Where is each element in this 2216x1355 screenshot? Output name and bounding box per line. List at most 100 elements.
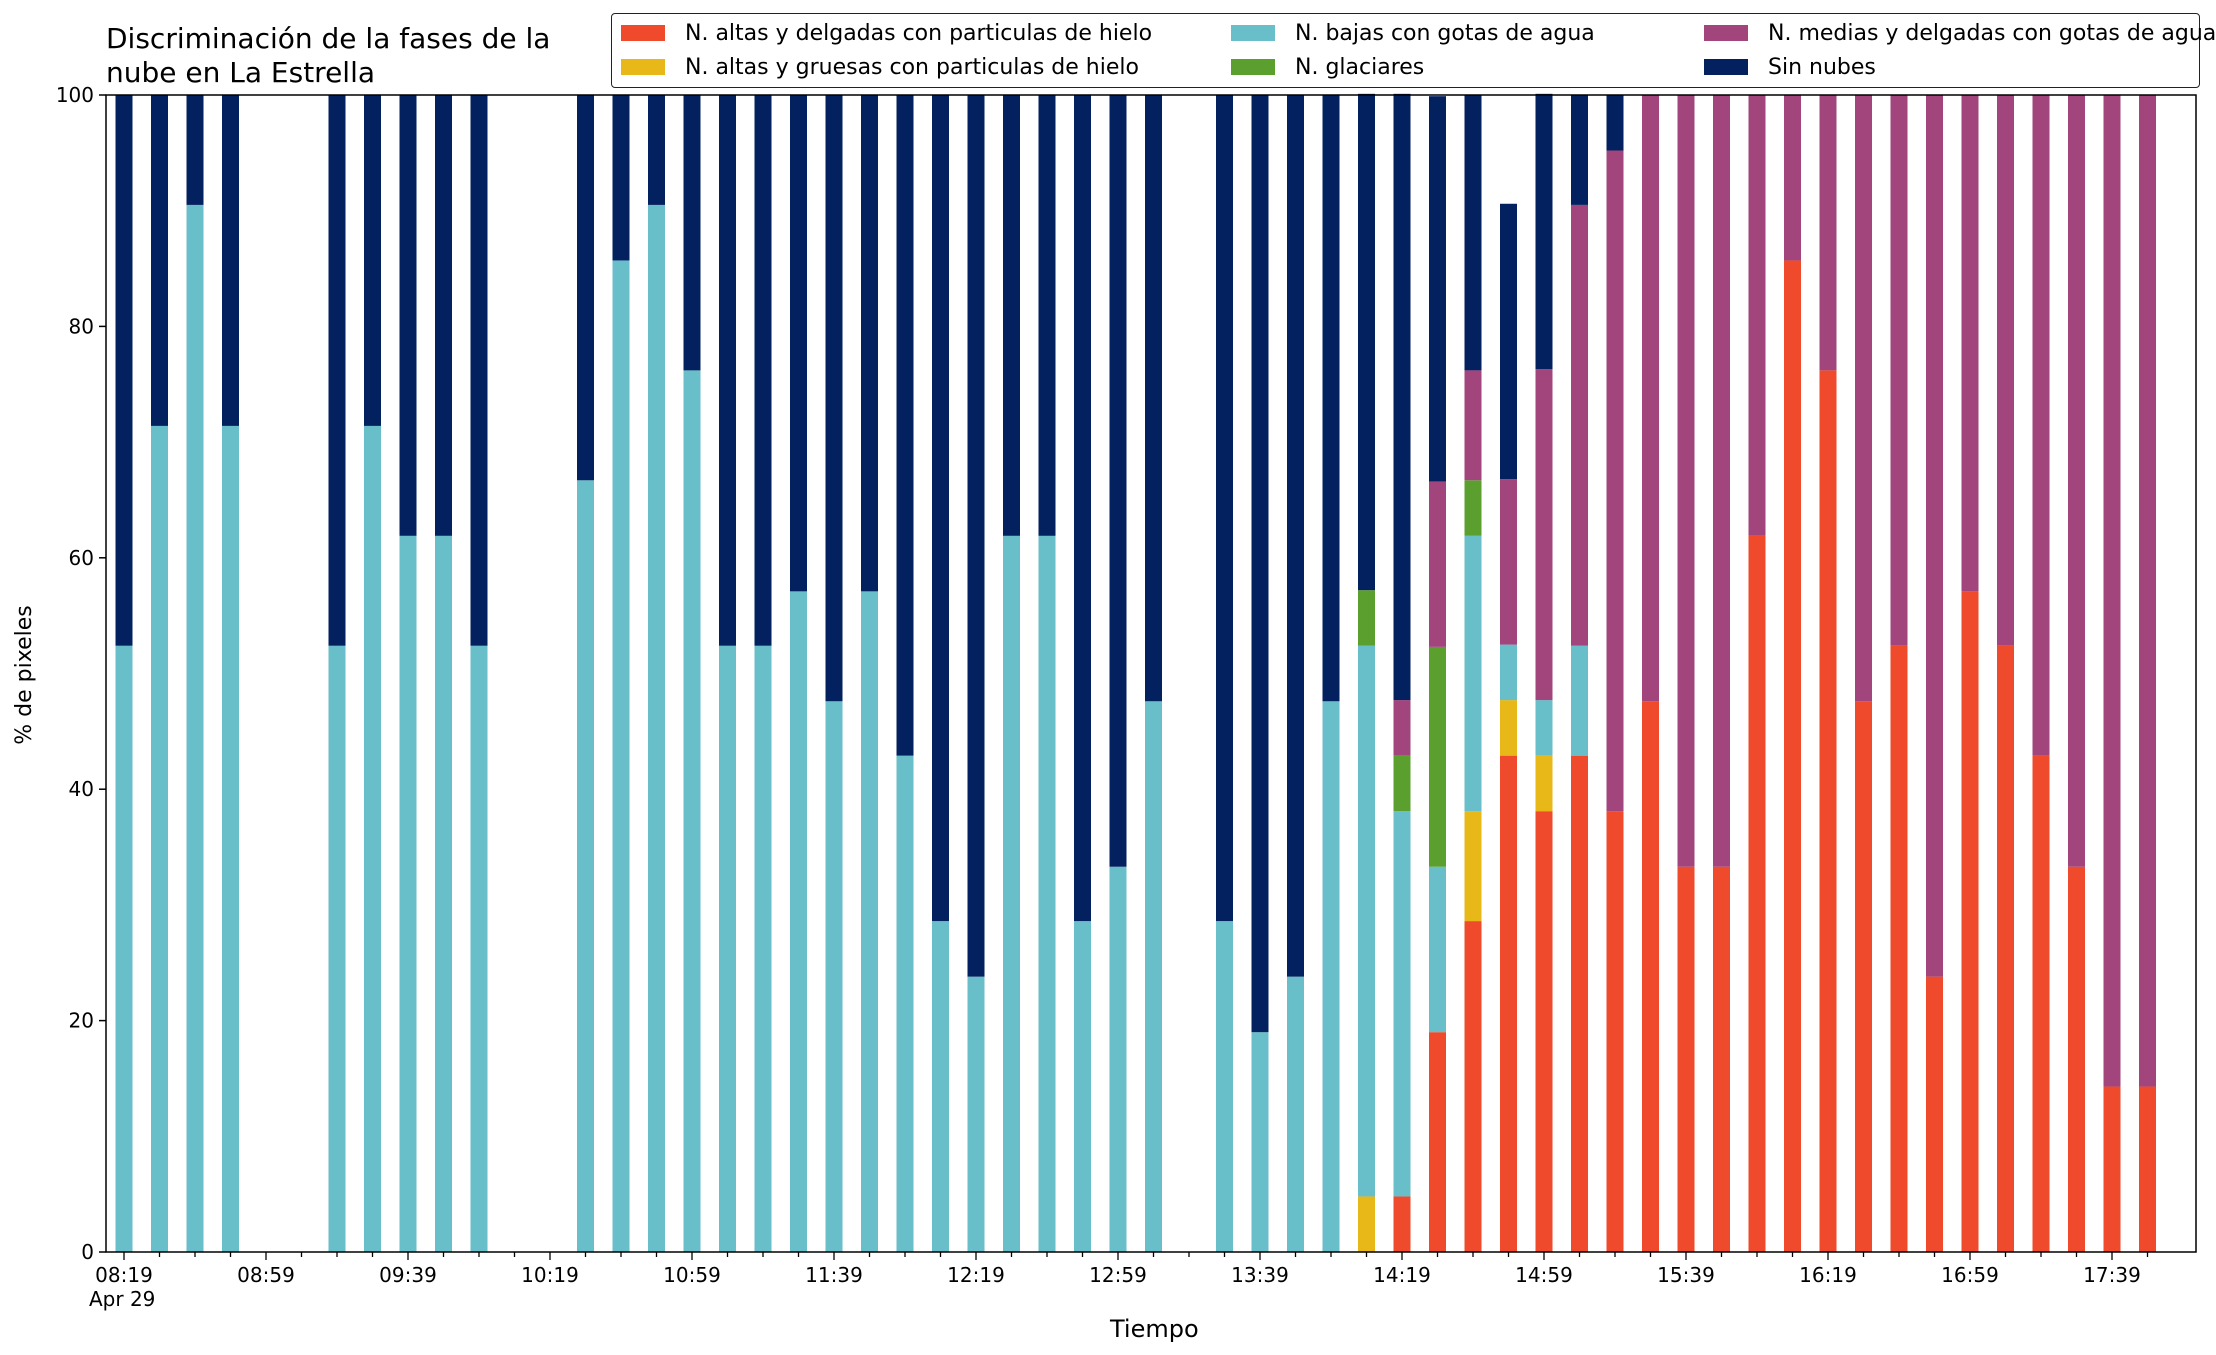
bar-segment	[1464, 480, 1482, 536]
legend-item-altas-delgadas: N. altas y delgadas con particulas de hi…	[621, 18, 1152, 48]
bar-segment	[1429, 481, 1446, 647]
bar-segment	[754, 645, 772, 1252]
bar-segment	[399, 95, 417, 536]
bar-segment	[967, 95, 985, 977]
legend-item-medias: N. medias y delgadas con gotas de agua	[1704, 18, 2216, 48]
bar-segment	[151, 425, 168, 1252]
bar-segment	[577, 480, 594, 1252]
bar-segment	[1429, 96, 1446, 482]
bar-segment	[1855, 95, 1872, 702]
bar-segment	[1322, 701, 1340, 1252]
bar-segment	[1251, 95, 1269, 1033]
x-tick-label: 11:39	[805, 1263, 863, 1287]
bar-segment	[364, 95, 381, 426]
legend-swatch	[1231, 25, 1275, 41]
bar-segment	[612, 95, 630, 261]
bar-segment	[1464, 535, 1482, 812]
legend-swatch	[1704, 59, 1748, 75]
bar-segment	[1216, 95, 1233, 922]
legend-label: Sin nubes	[1768, 54, 1876, 80]
bar-segment	[1393, 700, 1411, 756]
legend-item-bajas: N. bajas con gotas de agua	[1231, 18, 1595, 48]
bar-segment	[1571, 645, 1588, 756]
bar-segment	[115, 645, 133, 1252]
bar-segment	[790, 95, 807, 592]
bar-segment	[1500, 479, 1517, 645]
bar-segment	[1713, 866, 1730, 1252]
bar-segment	[612, 260, 630, 1252]
y-tick-label: 20	[69, 1009, 94, 1033]
bar-segment	[1961, 591, 1979, 1252]
bar-segment	[328, 95, 346, 646]
x-tick-label: 10:59	[663, 1263, 721, 1287]
bar-segment	[1606, 95, 1624, 151]
bar-segment	[1642, 95, 1659, 702]
bar-segment	[2103, 95, 2121, 1087]
bar-segment	[1038, 535, 1056, 1252]
bar-segment	[1997, 95, 2014, 646]
bar-segment	[1393, 1196, 1411, 1252]
bar-segment	[2139, 95, 2156, 1087]
bar-segment	[1571, 204, 1588, 646]
bar-segment	[1535, 811, 1553, 1252]
bar-segment	[1393, 755, 1411, 812]
y-tick-label: 100	[56, 83, 94, 107]
bar-segment	[648, 95, 665, 205]
bar-segment	[861, 591, 878, 1252]
bar-segment	[1500, 700, 1517, 756]
bar-segment	[825, 701, 843, 1252]
bar-segment	[1890, 95, 1908, 646]
bar-segment	[1500, 644, 1517, 701]
bar-segment	[1038, 95, 1056, 536]
bar-segment	[470, 645, 488, 1252]
bar-segment	[2068, 95, 2085, 867]
bar-segment	[1145, 95, 1162, 702]
bar-segment	[2032, 755, 2050, 1252]
x-tick-label: 13:39	[1231, 1263, 1289, 1287]
legend-label: N. altas y gruesas con particulas de hie…	[685, 54, 1139, 80]
x-tick-label: 16:19	[1799, 1263, 1857, 1287]
bar-segment	[1393, 93, 1411, 701]
bar-segment	[1429, 1032, 1446, 1252]
bar-segment	[1748, 95, 1766, 536]
bar-segment	[1535, 93, 1553, 370]
bar-segment	[1429, 646, 1446, 867]
bar-segment	[2103, 1086, 2121, 1252]
bar-segment	[470, 95, 488, 646]
bar-segment	[1464, 370, 1482, 481]
legend-item-glaciares: N. glaciares	[1231, 52, 1424, 82]
bar-segment	[1606, 150, 1624, 812]
bar-segment	[1109, 95, 1127, 867]
bar-segment	[1855, 701, 1872, 1252]
bar-segment	[577, 95, 594, 481]
chart-title: Discriminación de la fases de la nube en…	[106, 22, 551, 89]
x-tick-label: 17:39	[2083, 1263, 2141, 1287]
bar-segment	[1926, 976, 1943, 1252]
bar-segment	[186, 204, 204, 1252]
legend-item-altas-gruesas: N. altas y gruesas con particulas de hie…	[621, 52, 1139, 82]
bar-segment	[683, 95, 701, 371]
bar-segment	[1464, 811, 1482, 922]
bar-segment	[1216, 921, 1233, 1252]
x-tick-label: 08:19	[95, 1263, 153, 1287]
bar-segment	[1677, 95, 1695, 867]
bar-segment	[1074, 921, 1091, 1252]
bar-segment	[1287, 976, 1304, 1252]
bar-segment	[1109, 866, 1127, 1252]
bar-segment	[1358, 590, 1375, 646]
bar-segment	[1358, 645, 1375, 1197]
x-tick-label: 09:39	[379, 1263, 437, 1287]
bar-segment	[1003, 535, 1020, 1252]
y-tick-label: 40	[69, 777, 94, 801]
legend-label: N. glaciares	[1295, 54, 1425, 80]
x-tick-label: 16:59	[1941, 1263, 1999, 1287]
bar-segment	[2139, 1086, 2156, 1252]
bar-segment	[719, 645, 736, 1252]
bar-segment	[719, 95, 736, 646]
bar-segment	[1393, 811, 1411, 1197]
bar-segment	[1642, 701, 1659, 1252]
bar-segment	[648, 204, 665, 1252]
bar-segment	[151, 95, 168, 426]
legend-label: N. medias y delgadas con gotas de agua	[1768, 20, 2216, 46]
bar-segment	[1429, 866, 1446, 1033]
